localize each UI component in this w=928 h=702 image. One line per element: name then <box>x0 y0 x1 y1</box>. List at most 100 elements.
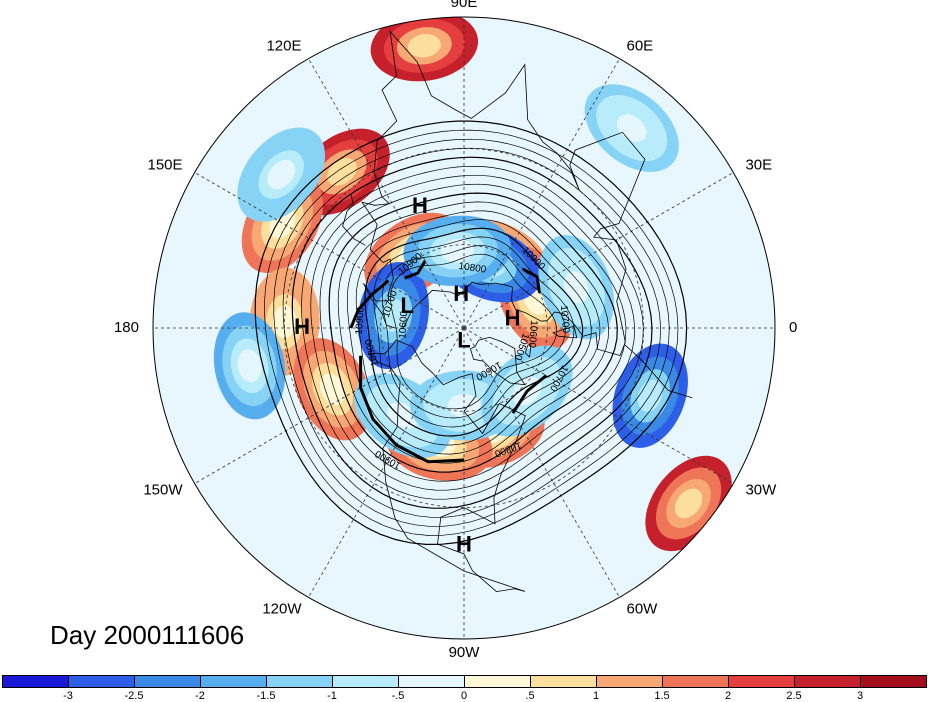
colorbar-swatch <box>596 675 663 688</box>
longitude-label: 180 <box>114 319 139 336</box>
meridian-150 <box>194 172 465 329</box>
longitude-label: 60E <box>627 38 654 55</box>
map-boundary <box>152 16 776 640</box>
anomaly-positive-4-3 <box>319 373 346 406</box>
colorbar-tick-label: 0 <box>460 690 468 702</box>
height-contour-10 <box>346 210 601 455</box>
meridian-210 <box>194 327 465 484</box>
meridian-300 <box>463 327 620 598</box>
longitude-label: 120E <box>266 38 301 55</box>
height-contour-15 <box>390 253 558 410</box>
colorbar-tick-label: 3 <box>856 690 864 702</box>
height-contour-0 <box>254 120 688 546</box>
height-contour-3 <box>282 147 661 518</box>
longitude-label: 120W <box>262 600 302 617</box>
coastline-0 <box>395 339 526 593</box>
contour-label: 10800 <box>458 261 488 276</box>
colorbar-swatch <box>794 675 861 688</box>
latitude-circle-60 <box>380 244 548 412</box>
colorbar-swatch <box>266 675 333 688</box>
contour-label: 10600 <box>398 310 410 339</box>
coastline-5 <box>624 344 693 399</box>
anomaly-positive-0-3 <box>327 158 357 186</box>
height-contour-13 <box>373 236 575 428</box>
high-pressure-marker: H <box>294 314 310 339</box>
date-label: Day 2000111606 <box>50 620 245 650</box>
high-pressure-marker: H <box>453 281 469 306</box>
colorbar-tick-label: -2 <box>195 690 205 702</box>
colorbar-swatch <box>860 675 927 688</box>
longitude-label: 60W <box>627 600 659 617</box>
high-pressure-marker: H <box>412 193 428 218</box>
colorbar-tick-label: .5 <box>525 690 535 702</box>
anomaly-negative-17-3 <box>387 402 418 430</box>
meridian-120 <box>308 58 465 329</box>
height-contours <box>254 120 688 546</box>
longitude-label: 150W <box>143 481 183 498</box>
longitude-labels: 90E 60E 30E 0 30W 60W 90W 120W 150W 180 150E 120E <box>114 0 797 661</box>
anomaly-negative-15-3 <box>237 349 262 383</box>
colorbar-tick-label: 1 <box>592 690 600 702</box>
colorbar-swatch <box>2 675 69 688</box>
height-contour-7 <box>319 183 627 482</box>
high-pressure-marker: H <box>505 305 521 330</box>
low-pressure-marker: L <box>457 327 470 352</box>
anomaly-positive-10-3 <box>407 34 441 58</box>
anomaly-positive-3-3 <box>674 488 703 519</box>
colorbar-swatch <box>332 675 399 688</box>
colorbar-swatch <box>68 675 135 688</box>
colorbar-swatch <box>662 675 729 688</box>
colorbar-swatch <box>134 675 201 688</box>
longitude-label: 0 <box>789 319 797 336</box>
coastline-4 <box>361 30 646 356</box>
anomaly-negative-19-3 <box>267 159 296 190</box>
jet-contour-4 <box>522 267 541 294</box>
coastline-8 <box>524 344 532 358</box>
colorbar-tick-label: -3 <box>63 690 73 702</box>
height-contour-2 <box>273 138 670 527</box>
height-contour-12 <box>364 227 584 437</box>
colorbar: -3 -2.5 -2 -1.5 -1 -.5 0 .5 1 1.5 2 2.5 3 <box>0 675 928 702</box>
colorbar-swatch <box>200 675 267 688</box>
height-contour-14 <box>381 245 566 419</box>
longitude-label: 90W <box>449 644 481 661</box>
longitude-label: 30W <box>745 481 777 498</box>
colorbar-tick-label: -1 <box>327 690 337 702</box>
jet-contour-1 <box>359 355 465 464</box>
colorbar-tick-label: 2.5 <box>786 690 802 702</box>
height-contour-8 <box>328 192 618 473</box>
jet-contour-2 <box>511 374 548 414</box>
colorbar-swatch <box>728 675 795 688</box>
anomaly-negative-18-3 <box>447 393 481 418</box>
meridian-60 <box>463 58 620 329</box>
longitude-label: 90E <box>451 0 478 11</box>
contour-label: 10700 <box>558 305 571 334</box>
height-contour-6 <box>310 174 636 491</box>
colorbar-tick-label: -2.5 <box>124 690 144 702</box>
height-contour-11 <box>355 219 592 446</box>
height-contour-4 <box>291 156 653 509</box>
colorbar-tick-label: 1.5 <box>654 690 670 702</box>
meridian-330 <box>463 327 734 484</box>
colorbar-tick-label: -1.5 <box>256 690 276 702</box>
anomaly-negative-16-3 <box>563 271 589 304</box>
height-contour-9 <box>337 201 610 464</box>
height-contour-5 <box>301 165 644 500</box>
jet-contour-0 <box>349 279 390 329</box>
colorbar-swatch <box>464 675 531 688</box>
longitude-label: 30E <box>745 156 772 173</box>
colorbar-tick-label: 2 <box>724 690 732 702</box>
height-contour-1 <box>264 129 679 536</box>
contour-label: 10600 <box>526 320 539 349</box>
longitude-label: 150E <box>147 156 182 173</box>
meridian-30 <box>463 172 734 329</box>
jet-contour-3 <box>404 260 427 280</box>
meridian-240 <box>308 327 465 598</box>
colorbar-swatch <box>398 675 465 688</box>
colorbar-swatch <box>530 675 597 688</box>
contour-label: 10900 <box>354 306 367 335</box>
colorbar-tick-label: -.5 <box>391 690 405 702</box>
low-pressure-marker: L <box>400 293 413 318</box>
